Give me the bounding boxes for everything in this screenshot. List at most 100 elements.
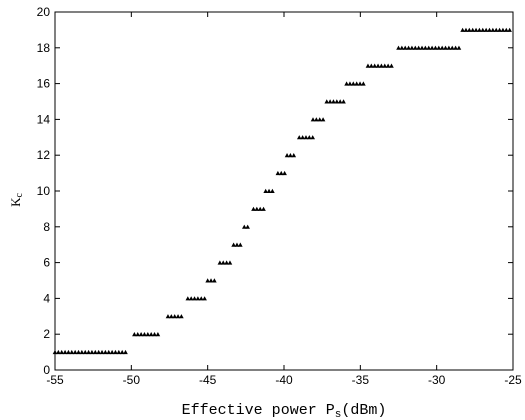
data-point	[382, 63, 388, 68]
data-point	[217, 260, 223, 265]
data-point	[113, 349, 118, 355]
data-point	[385, 63, 391, 68]
data-point	[351, 81, 356, 86]
data-point	[220, 260, 226, 265]
data-point	[443, 45, 448, 50]
data-point	[254, 206, 260, 211]
plot-area	[54, 11, 514, 371]
data-point	[303, 135, 309, 140]
data-point	[365, 63, 371, 68]
data-point	[406, 45, 411, 50]
data-point	[132, 332, 137, 337]
data-point	[337, 99, 343, 104]
data-point	[379, 63, 384, 68]
data-point	[463, 27, 469, 32]
data-point	[300, 135, 305, 140]
data-point	[331, 99, 336, 104]
data-point	[72, 349, 78, 355]
data-point	[278, 170, 284, 176]
data-point	[251, 206, 256, 211]
data-point	[493, 27, 499, 32]
y-tick-label: 2	[43, 327, 50, 341]
data-point	[291, 153, 297, 158]
data-point	[310, 117, 316, 122]
data-point	[148, 332, 154, 337]
data-point	[460, 27, 465, 32]
data-point	[275, 170, 281, 176]
data-point	[242, 224, 247, 229]
data-point	[317, 117, 323, 122]
data-point	[284, 153, 290, 158]
y-tick-label: 18	[37, 41, 51, 55]
y-axis-label: Kc	[8, 193, 25, 207]
data-point	[419, 45, 425, 50]
y-tick-label: 6	[43, 256, 50, 270]
data-point	[503, 27, 509, 32]
data-point	[490, 27, 496, 32]
data-point	[334, 99, 340, 104]
data-point	[327, 99, 333, 104]
y-tick-label: 4	[43, 291, 50, 305]
data-point	[500, 27, 506, 32]
data-point	[347, 81, 353, 86]
data-point	[470, 27, 475, 32]
y-tick-label: 12	[37, 148, 51, 162]
data-point	[372, 63, 377, 68]
data-point	[172, 314, 177, 319]
data-point	[416, 45, 421, 50]
data-point	[497, 27, 502, 32]
data-point	[483, 27, 489, 32]
data-point	[224, 260, 229, 265]
data-point	[205, 278, 210, 283]
x-tick-label: -30	[428, 373, 446, 387]
data-point	[116, 349, 122, 355]
y-tick-label: 20	[37, 5, 51, 19]
x-tick-label: -50	[123, 373, 141, 387]
data-point	[507, 27, 512, 32]
data-point	[409, 45, 415, 50]
data-point	[179, 314, 184, 319]
data-point	[99, 349, 105, 355]
data-point	[357, 81, 363, 86]
data-point	[138, 332, 144, 337]
data-point	[69, 349, 75, 355]
data-point	[453, 45, 458, 50]
data-point	[192, 296, 197, 301]
data-point	[354, 81, 359, 86]
x-axis-label-subscript: s	[335, 409, 342, 420]
data-point	[402, 45, 408, 50]
data-point	[188, 296, 194, 301]
data-point	[341, 99, 346, 104]
y-tick-label: 14	[37, 112, 51, 126]
data-point	[375, 63, 381, 68]
data-point	[310, 135, 316, 140]
data-point	[456, 45, 462, 50]
data-point	[86, 349, 91, 355]
data-point	[106, 349, 112, 355]
y-axis-label-subscript: c	[14, 193, 25, 198]
data-point	[202, 296, 207, 301]
data-point	[145, 332, 151, 337]
data-point	[399, 45, 405, 50]
data-point	[288, 153, 293, 158]
x-tick-label: -45	[199, 373, 217, 387]
data-point	[396, 45, 401, 50]
data-point	[119, 349, 125, 355]
data-point	[270, 188, 275, 193]
data-point	[449, 45, 455, 50]
data-point	[480, 27, 486, 32]
data-point	[231, 242, 236, 247]
x-tick-label: -25	[504, 373, 522, 387]
data-point	[195, 296, 201, 301]
data-point	[66, 349, 71, 355]
data-point	[467, 27, 472, 32]
data-point	[52, 349, 58, 355]
data-point	[477, 27, 482, 32]
data-point	[296, 135, 302, 140]
data-point	[426, 45, 432, 50]
data-point	[412, 45, 418, 50]
data-point	[93, 349, 98, 355]
data-point	[234, 242, 240, 247]
x-axis-label: Effective power Ps(dBm)	[182, 402, 387, 420]
